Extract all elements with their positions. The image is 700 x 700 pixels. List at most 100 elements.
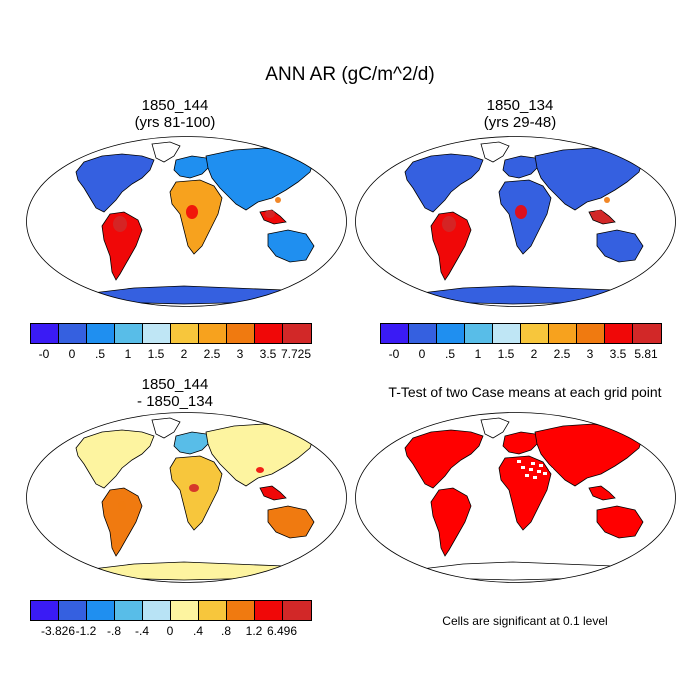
colorbar-label: -3.826 bbox=[40, 624, 76, 638]
colorbar-label: 1 bbox=[124, 347, 132, 361]
non-significant-cell bbox=[533, 476, 537, 479]
value-hotspot bbox=[594, 210, 604, 218]
map-border bbox=[355, 136, 676, 307]
colorbar-label: 5.81 bbox=[634, 347, 658, 361]
map-panel-1850-144 bbox=[26, 136, 347, 307]
colorbar-label: 3 bbox=[586, 347, 594, 361]
colorbar-label: 7.725 bbox=[280, 347, 312, 361]
colorbar-label: -.8 bbox=[106, 624, 122, 638]
panel-3-title: 1850_144 - 1850_134 bbox=[75, 376, 275, 410]
continent-europe bbox=[173, 431, 213, 455]
continent-europe bbox=[502, 155, 542, 179]
value-hotspot bbox=[265, 210, 275, 218]
non-significant-cell bbox=[525, 474, 529, 477]
panel-1-title: 1850_144 (yrs 81-100) bbox=[75, 97, 275, 131]
non-significant-cell bbox=[549, 468, 553, 471]
colorbar-label: 1.5 bbox=[147, 347, 165, 361]
colorbar-panel-1: -0 0 .5 1 1.5 2 2.5 3 3.5 7.725 bbox=[30, 323, 312, 361]
colorbar-swatch bbox=[409, 324, 437, 343]
panel-2-title: 1850_134 (yrs 29-48) bbox=[420, 97, 620, 131]
colorbar-label: 1.2 bbox=[245, 624, 263, 638]
colorbar-swatch bbox=[255, 601, 283, 620]
value-hotspot bbox=[442, 216, 456, 232]
non-significant-cell bbox=[537, 470, 541, 473]
colorbar-swatch bbox=[31, 324, 59, 343]
colorbar-swatch bbox=[465, 324, 493, 343]
continent-asia bbox=[205, 423, 315, 487]
colorbar-label: 2.5 bbox=[553, 347, 571, 361]
non-significant-cell bbox=[517, 460, 521, 463]
colorbar-label: 3.5 bbox=[259, 347, 277, 361]
continent-namerica bbox=[404, 153, 484, 213]
non-significant-cell bbox=[539, 464, 543, 467]
continent-namerica bbox=[75, 153, 155, 213]
colorbar-swatch bbox=[493, 324, 521, 343]
colorbar-label: -.4 bbox=[134, 624, 150, 638]
continent-seasia bbox=[259, 485, 287, 501]
continent-samerica bbox=[430, 487, 472, 557]
colorbar-label: .5 bbox=[94, 347, 106, 361]
colorbar-label: -0 bbox=[388, 347, 400, 361]
continent-samerica bbox=[430, 211, 472, 281]
continent-africa bbox=[169, 455, 223, 531]
value-hotspot bbox=[604, 197, 610, 203]
continent-greenland bbox=[151, 141, 181, 163]
panel-2-title-line1: 1850_134 bbox=[486, 97, 554, 114]
continent-samerica bbox=[101, 487, 143, 557]
continent-australia bbox=[596, 505, 644, 539]
continent-seasia bbox=[588, 485, 616, 501]
colorbar-swatch bbox=[549, 324, 577, 343]
continent-australia bbox=[267, 505, 315, 539]
colorbar-label: .5 bbox=[444, 347, 456, 361]
map-panel-ttest bbox=[355, 412, 676, 583]
colorbar-swatch bbox=[143, 601, 171, 620]
panel-1-title-line1: 1850_144 bbox=[141, 97, 209, 114]
continent-asia bbox=[534, 423, 644, 487]
colorbar-swatch bbox=[171, 601, 199, 620]
colorbar-label: 2.5 bbox=[203, 347, 221, 361]
continent-antarctica bbox=[83, 285, 311, 305]
continent-australia bbox=[267, 229, 315, 263]
colorbar-label: 1.5 bbox=[497, 347, 515, 361]
colorbar-swatch bbox=[521, 324, 549, 343]
colorbar-panel-3: -3.826 -1.2 -.8 -.4 0 .4 .8 1.2 6.496 bbox=[30, 600, 312, 638]
continent-africa bbox=[498, 455, 552, 531]
colorbar-swatch bbox=[59, 601, 87, 620]
non-significant-cell bbox=[531, 462, 535, 465]
colorbar-label: 3 bbox=[236, 347, 244, 361]
continent-antarctica bbox=[412, 561, 640, 581]
colorbar-label: 3.5 bbox=[609, 347, 627, 361]
colorbar-label: 0 bbox=[418, 347, 426, 361]
panel-1-title-line2: (yrs 81-100) bbox=[134, 114, 216, 131]
continent-namerica bbox=[404, 429, 484, 489]
colorbar-swatch bbox=[227, 601, 255, 620]
colorbar-swatch bbox=[199, 601, 227, 620]
map-panel-difference bbox=[26, 412, 347, 583]
panel-3-title-line2: - 1850_134 bbox=[137, 393, 213, 410]
map-border bbox=[26, 412, 347, 583]
continent-antarctica bbox=[83, 561, 311, 581]
non-significant-cell bbox=[529, 468, 533, 471]
continent-samerica bbox=[101, 211, 143, 281]
continent-greenland bbox=[480, 141, 510, 163]
map-border bbox=[355, 412, 676, 583]
panel-2-title-line2: (yrs 29-48) bbox=[483, 114, 557, 131]
continent-asia bbox=[205, 147, 315, 211]
colorbar-swatch bbox=[115, 601, 143, 620]
colorbar-label: 0 bbox=[68, 347, 76, 361]
colorbar-swatch bbox=[283, 324, 311, 343]
colorbar-label: 6.496 bbox=[266, 624, 298, 638]
colorbar-swatch bbox=[115, 324, 143, 343]
colorbar-swatch bbox=[171, 324, 199, 343]
colorbar-swatch bbox=[87, 601, 115, 620]
continent-europe bbox=[173, 155, 213, 179]
colorbar-label: 2 bbox=[180, 347, 188, 361]
colorbar-label: .8 bbox=[220, 624, 232, 638]
value-hotspot bbox=[118, 501, 126, 511]
colorbar-label: -1.2 bbox=[75, 624, 97, 638]
value-hotspot bbox=[186, 205, 198, 219]
colorbar-swatch bbox=[437, 324, 465, 343]
value-hotspot bbox=[275, 197, 281, 203]
value-hotspot bbox=[515, 205, 527, 219]
continent-antarctica bbox=[412, 285, 640, 305]
